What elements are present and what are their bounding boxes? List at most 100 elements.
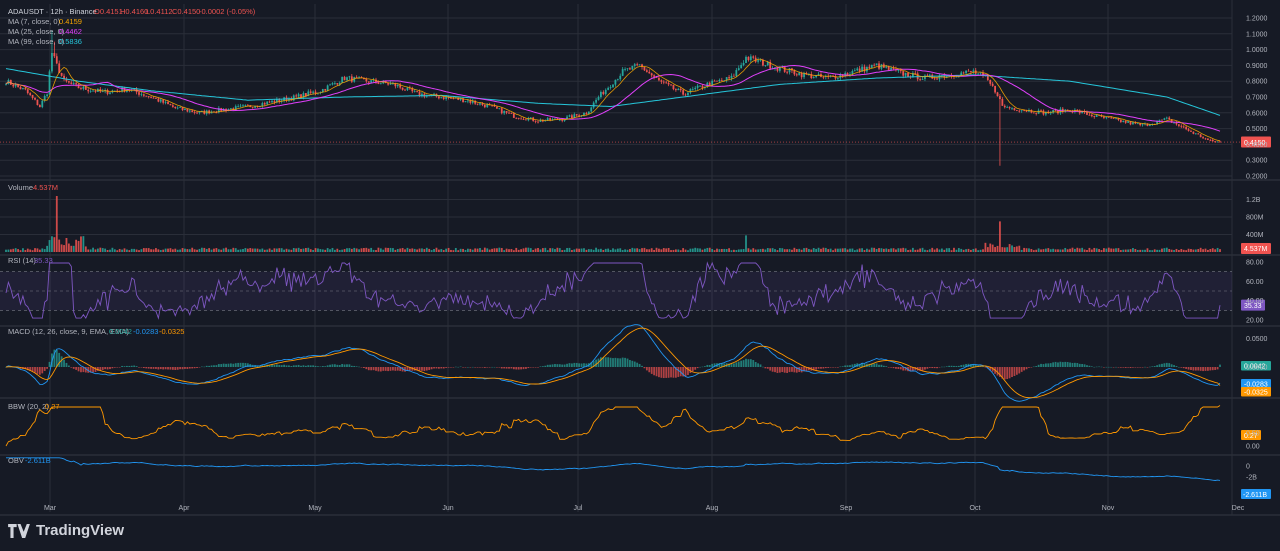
candle-body: [278, 98, 281, 102]
macd-histogram-bar: [1197, 367, 1200, 371]
volume-bar: [297, 247, 300, 252]
macd-histogram-bar: [648, 367, 651, 373]
volume-bar: [517, 249, 520, 252]
candle-body: [508, 112, 510, 114]
bbw-pane[interactable]: 0.27: [5, 405, 1261, 447]
tradingview-watermark[interactable]: TradingView: [8, 522, 124, 539]
macd-histogram-bar: [333, 364, 336, 367]
volume-bar: [587, 249, 590, 252]
macd-histogram-bar: [184, 367, 186, 369]
candle-body: [307, 91, 310, 97]
volume-bar: [14, 248, 17, 252]
volume-bar: [728, 248, 730, 252]
macd-histogram-bar: [24, 367, 27, 370]
candle-body: [5, 84, 7, 85]
candle-body: [14, 84, 17, 87]
price-pane[interactable]: 0.4150: [0, 30, 1271, 166]
candle-body: [725, 77, 728, 81]
candle-body: [67, 81, 70, 83]
macd-histogram-bar: [1025, 367, 1028, 370]
volume-bar: [994, 247, 996, 252]
volume-bar: [505, 248, 508, 252]
macd-histogram-bar: [793, 367, 796, 373]
candle-body: [138, 92, 140, 95]
macd-histogram-bar: [321, 366, 324, 367]
obv-pane[interactable]: -2.611B: [6, 457, 1271, 499]
candle-body: [527, 118, 530, 121]
price-tick-label: 1.0000: [1246, 47, 1268, 54]
candle-body: [31, 95, 34, 98]
candle-body: [1003, 105, 1006, 108]
candle-body: [575, 114, 578, 116]
volume-bar: [22, 248, 24, 252]
macd-histogram-bar: [433, 367, 435, 369]
volume-bar: [167, 248, 169, 252]
rsi-pane[interactable]: 35.33: [0, 261, 1265, 320]
volume-bar: [493, 248, 496, 252]
macd-histogram-bar: [991, 367, 994, 372]
candle-body: [1066, 109, 1069, 111]
macd-histogram-bar: [464, 367, 467, 368]
candle-body: [82, 86, 85, 89]
macd-histogram-bar: [940, 366, 943, 368]
bbw-badge: [1241, 430, 1261, 440]
candle-body: [304, 93, 307, 97]
macd-histogram-bar: [428, 367, 431, 370]
macd-histogram-bar: [394, 367, 397, 371]
candle-body: [718, 79, 721, 82]
volume-bar: [259, 249, 261, 252]
macd-histogram-bar: [699, 366, 701, 368]
macd-histogram-bar: [300, 365, 302, 367]
candle-body: [1136, 123, 1139, 125]
candle-body: [938, 76, 941, 80]
volume-bar: [1168, 248, 1171, 252]
macd-histogram-bar: [904, 367, 907, 371]
macd-pane[interactable]: 0.0042-0.0283-0.0325: [5, 324, 1271, 402]
candle-body: [193, 112, 196, 113]
candle-body: [1119, 119, 1122, 123]
volume-bar: [343, 249, 346, 252]
macd-histogram-bar: [853, 363, 856, 367]
macd-histogram-bar: [1115, 366, 1117, 368]
candle-body: [479, 103, 481, 105]
x-tick-label: Nov: [1102, 505, 1115, 512]
volume-bar: [1161, 248, 1163, 252]
macd-histogram-bar: [568, 363, 571, 367]
rsi-badge: [1241, 299, 1265, 311]
volume-bar: [205, 248, 208, 252]
candle-body: [411, 88, 414, 92]
candle-body: [246, 104, 249, 106]
obv-tick-label: 0: [1246, 464, 1250, 471]
macd-histogram-bar: [885, 366, 888, 367]
candle-body: [762, 59, 764, 66]
macd-histogram-bar: [655, 367, 658, 377]
candle-body: [1170, 119, 1173, 123]
candle-body: [404, 89, 406, 91]
volume-bar: [145, 248, 148, 252]
volume-bar: [1194, 249, 1197, 252]
macd-histogram-bar: [1219, 364, 1221, 367]
volume-bar: [99, 247, 102, 252]
volume-bar: [798, 248, 801, 252]
candle-body: [17, 84, 19, 87]
macd-histogram-bar: [29, 367, 32, 371]
volume-pane[interactable]: 4.537M: [5, 196, 1271, 254]
volume-bar: [970, 249, 972, 252]
macd-histogram-bar: [781, 367, 784, 373]
macd-badge: [1241, 379, 1271, 389]
volume-bar: [616, 248, 619, 252]
candle-body: [80, 88, 82, 90]
volume-bar: [1148, 250, 1151, 252]
macd-histogram-bar: [783, 367, 786, 373]
legend-layer: ADAUSDT · 12h · Binance O0.4151 H0.4160 …: [8, 7, 256, 465]
macd-histogram-bar: [471, 366, 474, 368]
macd-histogram-bar: [629, 360, 631, 367]
macd-histogram-bar: [682, 367, 685, 377]
macd-histogram-bar: [546, 364, 549, 367]
volume-bar: [759, 249, 762, 252]
volume-bar: [812, 248, 815, 252]
volume-bar: [1156, 249, 1159, 252]
macd-histogram-bar: [1129, 367, 1132, 368]
ma7-label: MA (7, close, 0): [8, 17, 61, 26]
